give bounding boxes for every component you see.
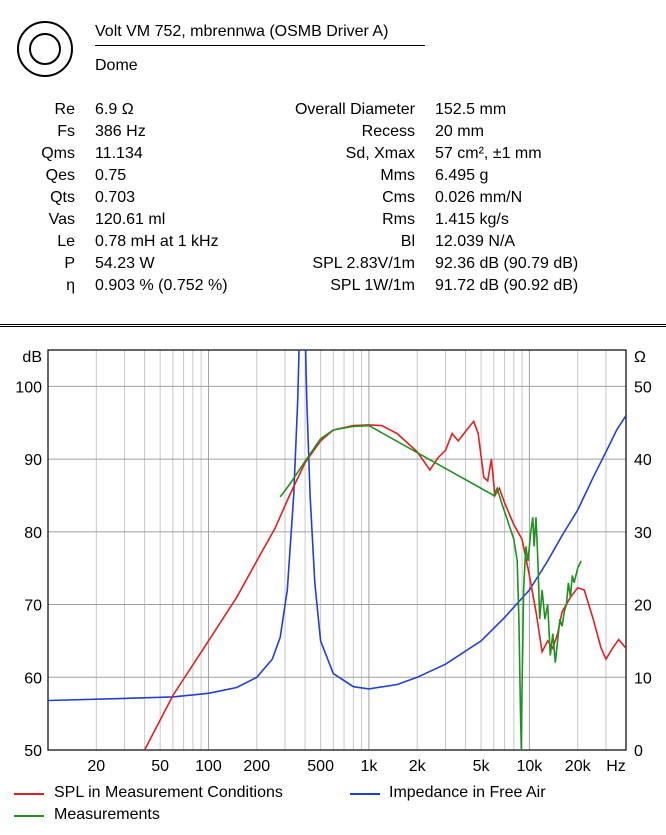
spec-right-label: Cms	[382, 189, 415, 206]
spec-right-value: 57 cm², ±1 mm	[435, 145, 542, 162]
x-tick-label: 500	[307, 758, 334, 775]
legend-label-spl: SPL in Measurement Conditions	[54, 784, 283, 801]
x-tick-label: 100	[195, 758, 222, 775]
spec-right-value: 20 mm	[435, 123, 484, 140]
spec-right-value: 1.415 kg/s	[435, 211, 509, 228]
title-underline	[95, 45, 425, 46]
y-tick-label-right: 20	[634, 598, 652, 615]
y-tick-label-left: 100	[15, 379, 42, 396]
spec-left-value: 0.903 % (0.752 %)	[95, 277, 228, 294]
y-tick-label-left: 60	[24, 670, 42, 687]
spec-left-label: Le	[57, 233, 75, 250]
driver-title: Volt VM 752, mbrennwa (OSMB Driver A)	[95, 23, 389, 40]
y-tick-label-right: 30	[634, 525, 652, 542]
y-tick-label-left: 70	[24, 598, 42, 615]
legend-label-measurements: Measurements	[54, 806, 160, 823]
spec-left-value: 120.61 ml	[95, 211, 166, 228]
y-tick-label-left: 90	[24, 452, 42, 469]
x-tick-label: 50	[151, 758, 169, 775]
spec-left-value: 6.9 Ω	[95, 101, 134, 118]
x-tick-label: 2k	[409, 758, 427, 775]
spec-left-value: 11.134	[95, 145, 143, 162]
spec-right-label: Sd, Xmax	[345, 145, 415, 162]
x-tick-label: 20k	[565, 758, 592, 775]
x-tick-label: 10k	[516, 758, 543, 775]
spec-left-value: 386 Hz	[95, 123, 146, 140]
spec-left-label: P	[64, 255, 75, 272]
section-divider	[0, 324, 666, 327]
legend-label-impedance: Impedance in Free Air	[389, 784, 546, 801]
spec-left-label: Qms	[41, 145, 75, 162]
spec-left-label: Fs	[57, 123, 75, 140]
driver-type: Dome	[95, 57, 138, 74]
spec-left-label: η	[66, 277, 75, 294]
spec-right-value: 0.026 mm/N	[435, 189, 523, 206]
spec-left-label: Vas	[48, 211, 75, 228]
spec-right-value: 91.72 dB (90.92 dB)	[435, 277, 579, 294]
spec-right-label: Mms	[380, 167, 415, 184]
x-tick-label: 5k	[473, 758, 491, 775]
spec-left-value: 0.703	[95, 189, 136, 206]
x-tick-label: 20	[87, 758, 105, 775]
frequency-response-chart: 50 60 70 80 90 100 0 10 20 30 40 50 dB Ω 20 50 100 200 500…	[15, 349, 652, 775]
spec-right-label: Rms	[382, 211, 415, 228]
measurements-series-line	[279, 424, 582, 750]
plot-frame	[47, 349, 627, 751]
spec-right-label: SPL 2.83V/1m	[312, 255, 415, 272]
impedance-series-line	[48, 350, 626, 702]
spec-right-label: Overall Diameter	[294, 101, 415, 118]
y-tick-label-left: 80	[24, 525, 42, 542]
spec-right-value: 12.039 N/A	[435, 233, 516, 250]
legend-swatch-measurements	[14, 815, 44, 817]
y-tick-label-right: 10	[634, 670, 652, 687]
spec-right-value: 152.5 mm	[435, 101, 507, 118]
y-tick-label-left: 50	[24, 743, 42, 760]
spl-series-line	[143, 419, 626, 750]
legend-swatch-spl	[14, 793, 44, 795]
spec-left-value: 54.23 W	[95, 255, 155, 272]
y-axis-label-left: dB	[22, 349, 42, 366]
spec-right-value: 6.495 g	[435, 167, 489, 184]
spec-right-label: Recess	[361, 123, 415, 140]
y-tick-label-right: 0	[634, 743, 643, 760]
spec-left-value: 0.78 mH at 1 kHz	[95, 233, 219, 250]
spec-right-label: Bl	[400, 233, 415, 250]
x-tick-label: 200	[243, 758, 270, 775]
spec-left-value: 0.75	[95, 167, 127, 184]
spec-left-label: Re	[54, 101, 75, 118]
spec-left-label: Qes	[45, 167, 75, 184]
x-axis-unit-label: Hz	[606, 758, 626, 775]
spec-right-label: SPL 1W/1m	[330, 277, 415, 294]
dome-driver-icon	[17, 21, 73, 77]
spec-right-value: 92.36 dB (90.79 dB)	[435, 255, 579, 272]
y-axis-label-right: Ω	[634, 349, 646, 366]
legend-swatch-impedance	[350, 793, 380, 795]
spec-left-label: Qts	[50, 189, 75, 206]
y-tick-label-right: 50	[634, 379, 652, 396]
x-tick-label: 1k	[360, 758, 378, 775]
y-tick-label-right: 40	[634, 452, 652, 469]
